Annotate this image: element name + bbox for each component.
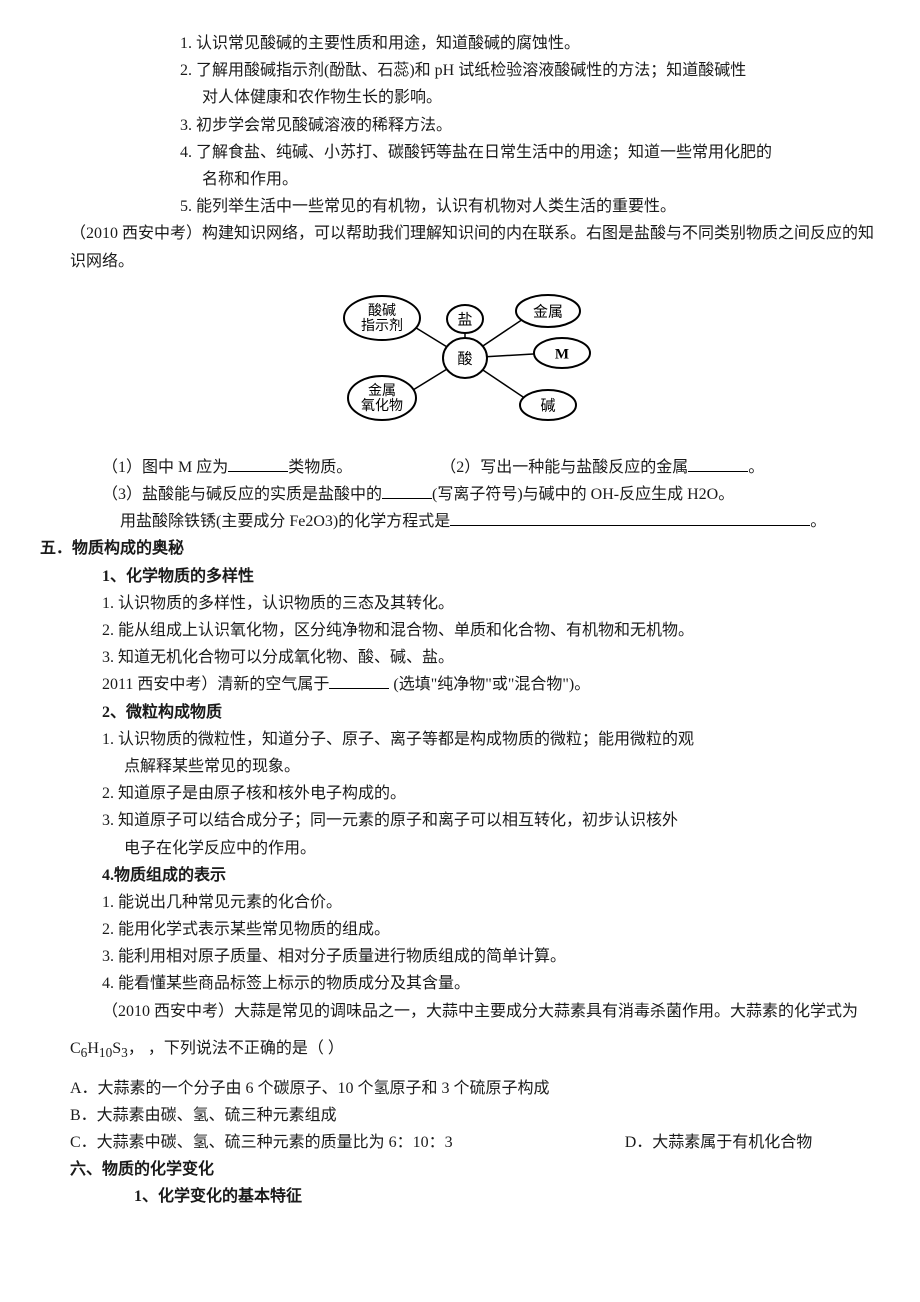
pre-item-cont: 名称和作用。: [202, 166, 880, 193]
sub3-label: （3）盐酸能与碱反应的实质是盐酸中的: [102, 486, 382, 503]
sub2-label: （2）写出一种能与盐酸反应的金属: [440, 459, 688, 476]
formula-s: S: [112, 1040, 121, 1057]
node-salt: 盐: [457, 311, 472, 328]
sec5-g2-item: 3. 知道原子可以结合成分子；同一元素的原子和离子可以相互转化，初步认识核外: [102, 807, 880, 834]
option-d[interactable]: D．大蒜素属于有机化合物: [625, 1129, 813, 1156]
pre-item: 3. 初步学会常见酸碱溶液的稀释方法。: [180, 112, 880, 139]
sec5-g4-head: 4.物质组成的表示: [102, 862, 880, 889]
formula-h-sub: 10: [99, 1045, 112, 1060]
sub1-suffix: 类物质。: [288, 459, 352, 476]
pre-item: 4. 了解食盐、纯碱、小苏打、碳酸钙等盐在日常生活中的用途；知道一些常用化肥的: [180, 139, 880, 166]
formula-c: C: [70, 1040, 81, 1057]
option-b[interactable]: B．大蒜素由碳、氢、硫三种元素组成: [70, 1102, 337, 1129]
node-oxide-l2: 氧化物: [361, 398, 403, 414]
option-a[interactable]: A．大蒜素的一个分子由 6 个碳原子、10 个氢原子和 3 个硫原子构成: [70, 1075, 550, 1102]
sec5-g2-item: 2. 知道原子是由原子核和核外电子构成的。: [102, 780, 880, 807]
pre-item-cont: 对人体健康和农作物生长的影响。: [202, 84, 880, 111]
pre-item: 2. 了解用酸碱指示剂(酚酞、石蕊)和 pH 试纸检验溶液酸碱性的方法；知道酸碱…: [180, 57, 880, 84]
node-indicator-l2: 指示剂: [361, 318, 403, 334]
q2010-lead: （2010 西安中考）构建知识网络，可以帮助我们理解知识间的内在联系。右图是盐酸…: [70, 220, 880, 274]
blank-metal[interactable]: [688, 455, 748, 472]
garlic-options: A．大蒜素的一个分子由 6 个碳原子、10 个氢原子和 3 个硫原子构成 B．大…: [70, 1075, 880, 1157]
sec5-g4-item: 2. 能用化学式表示某些常见物质的组成。: [102, 916, 880, 943]
section-5-title: 五．物质构成的奥秘: [40, 535, 880, 562]
sec5-q2011: 2011 西安中考）清新的空气属于 (选填"纯净物"或"混合物")。: [102, 671, 880, 698]
garlic-formula-line: C6H10S3， ，下列说法不正确的是（ ）: [70, 1035, 880, 1065]
sec5-g1-item: 2. 能从组成上认识氧化物，区分纯净物和混合物、单质和化合物、有机物和无机物。: [102, 617, 880, 644]
node-metal: 金属: [533, 303, 563, 320]
node-center: 酸: [457, 350, 472, 367]
sec5-g4-item: 3. 能利用相对原子质量、相对分子质量进行物质组成的简单计算。: [102, 943, 880, 970]
sec5-g1-item: 1. 认识物质的多样性，认识物质的三态及其转化。: [102, 590, 880, 617]
sec5-g4-item: 4. 能看懂某些商品标签上标示的物质成分及其含量。: [102, 970, 880, 997]
q2010-sub-row1: （1）图中 M 应为 类物质。 （2）写出一种能与盐酸反应的金属 。: [102, 454, 880, 481]
sub4-suffix: 。: [810, 513, 826, 530]
blank-ion[interactable]: [382, 482, 432, 499]
q2011-a: 2011 西安中考）清新的空气属于: [102, 676, 329, 693]
reaction-network-diagram: 酸 盐 酸碱 指示剂 金属 氧化物 金属 M 碱: [40, 283, 880, 442]
q2010-sub-row2: （3）盐酸能与碱反应的实质是盐酸中的 (写离子符号)与碱中的 OH-反应生成 H2…: [102, 481, 880, 508]
node-base: 碱: [540, 397, 555, 414]
formula-h: H: [87, 1040, 99, 1057]
sec5-g2-item-cont: 点解释某些常见的现象。: [124, 753, 880, 780]
sec6-g1-head: 1、化学变化的基本特征: [134, 1183, 880, 1210]
node-m: M: [555, 346, 569, 362]
q2010-sub-row3: 用盐酸除铁锈(主要成分 Fe2O3)的化学方程式是 。: [120, 508, 880, 535]
pre-item: 1. 认识常见酸碱的主要性质和用途，知道酸碱的腐蚀性。: [180, 30, 880, 57]
sub2-suffix: 。: [748, 459, 764, 476]
option-c[interactable]: C．大蒜素中碳、氢、硫三种元素的质量比为 6：10：3: [70, 1129, 453, 1156]
sec5-g1-item: 3. 知道无机化合物可以分成氧化物、酸、碱、盐。: [102, 644, 880, 671]
sec5-g2-item: 1. 认识物质的微粒性，知道分子、原子、离子等都是构成物质的微粒；能用微粒的观: [102, 726, 880, 753]
pre-item: 5. 能列举生活中一些常见的有机物，认识有机物对人类生活的重要性。: [180, 193, 880, 220]
blank-m-type[interactable]: [228, 455, 288, 472]
garlic-q-b: ，下列说法不正确的是（ ）: [148, 1040, 344, 1057]
section-6-title: 六、物质的化学变化: [70, 1156, 880, 1183]
node-oxide-l1: 金属: [368, 383, 396, 399]
sub1-label: （1）图中 M 应为: [102, 459, 228, 476]
sub3-suffix: (写离子符号)与碱中的 OH-反应生成 H2O。: [432, 486, 734, 503]
sec5-g2-head: 2、微粒构成物质: [102, 699, 880, 726]
sec5-g4-item: 1. 能说出几种常见元素的化合价。: [102, 889, 880, 916]
q2011-b: (选填"纯净物"或"混合物")。: [393, 676, 590, 693]
blank-equation[interactable]: [450, 509, 810, 526]
node-indicator-l1: 酸碱: [368, 303, 396, 319]
blank-air[interactable]: [329, 672, 389, 689]
formula-comma: ，: [128, 1040, 144, 1057]
sec5-g1-head: 1、化学物质的多样性: [102, 563, 880, 590]
formula-s-sub: 3: [121, 1045, 128, 1060]
sec5-q2010-garlic: （2010 西安中考）大蒜是常见的调味品之一，大蒜中主要成分大蒜素具有消毒杀菌作…: [102, 998, 880, 1025]
pre-section-list: 1. 认识常见酸碱的主要性质和用途，知道酸碱的腐蚀性。 2. 了解用酸碱指示剂(…: [180, 30, 880, 220]
sec5-g2-item-cont: 电子在化学反应中的作用。: [124, 835, 880, 862]
sub4-label: 用盐酸除铁锈(主要成分 Fe2O3)的化学方程式是: [120, 513, 450, 530]
